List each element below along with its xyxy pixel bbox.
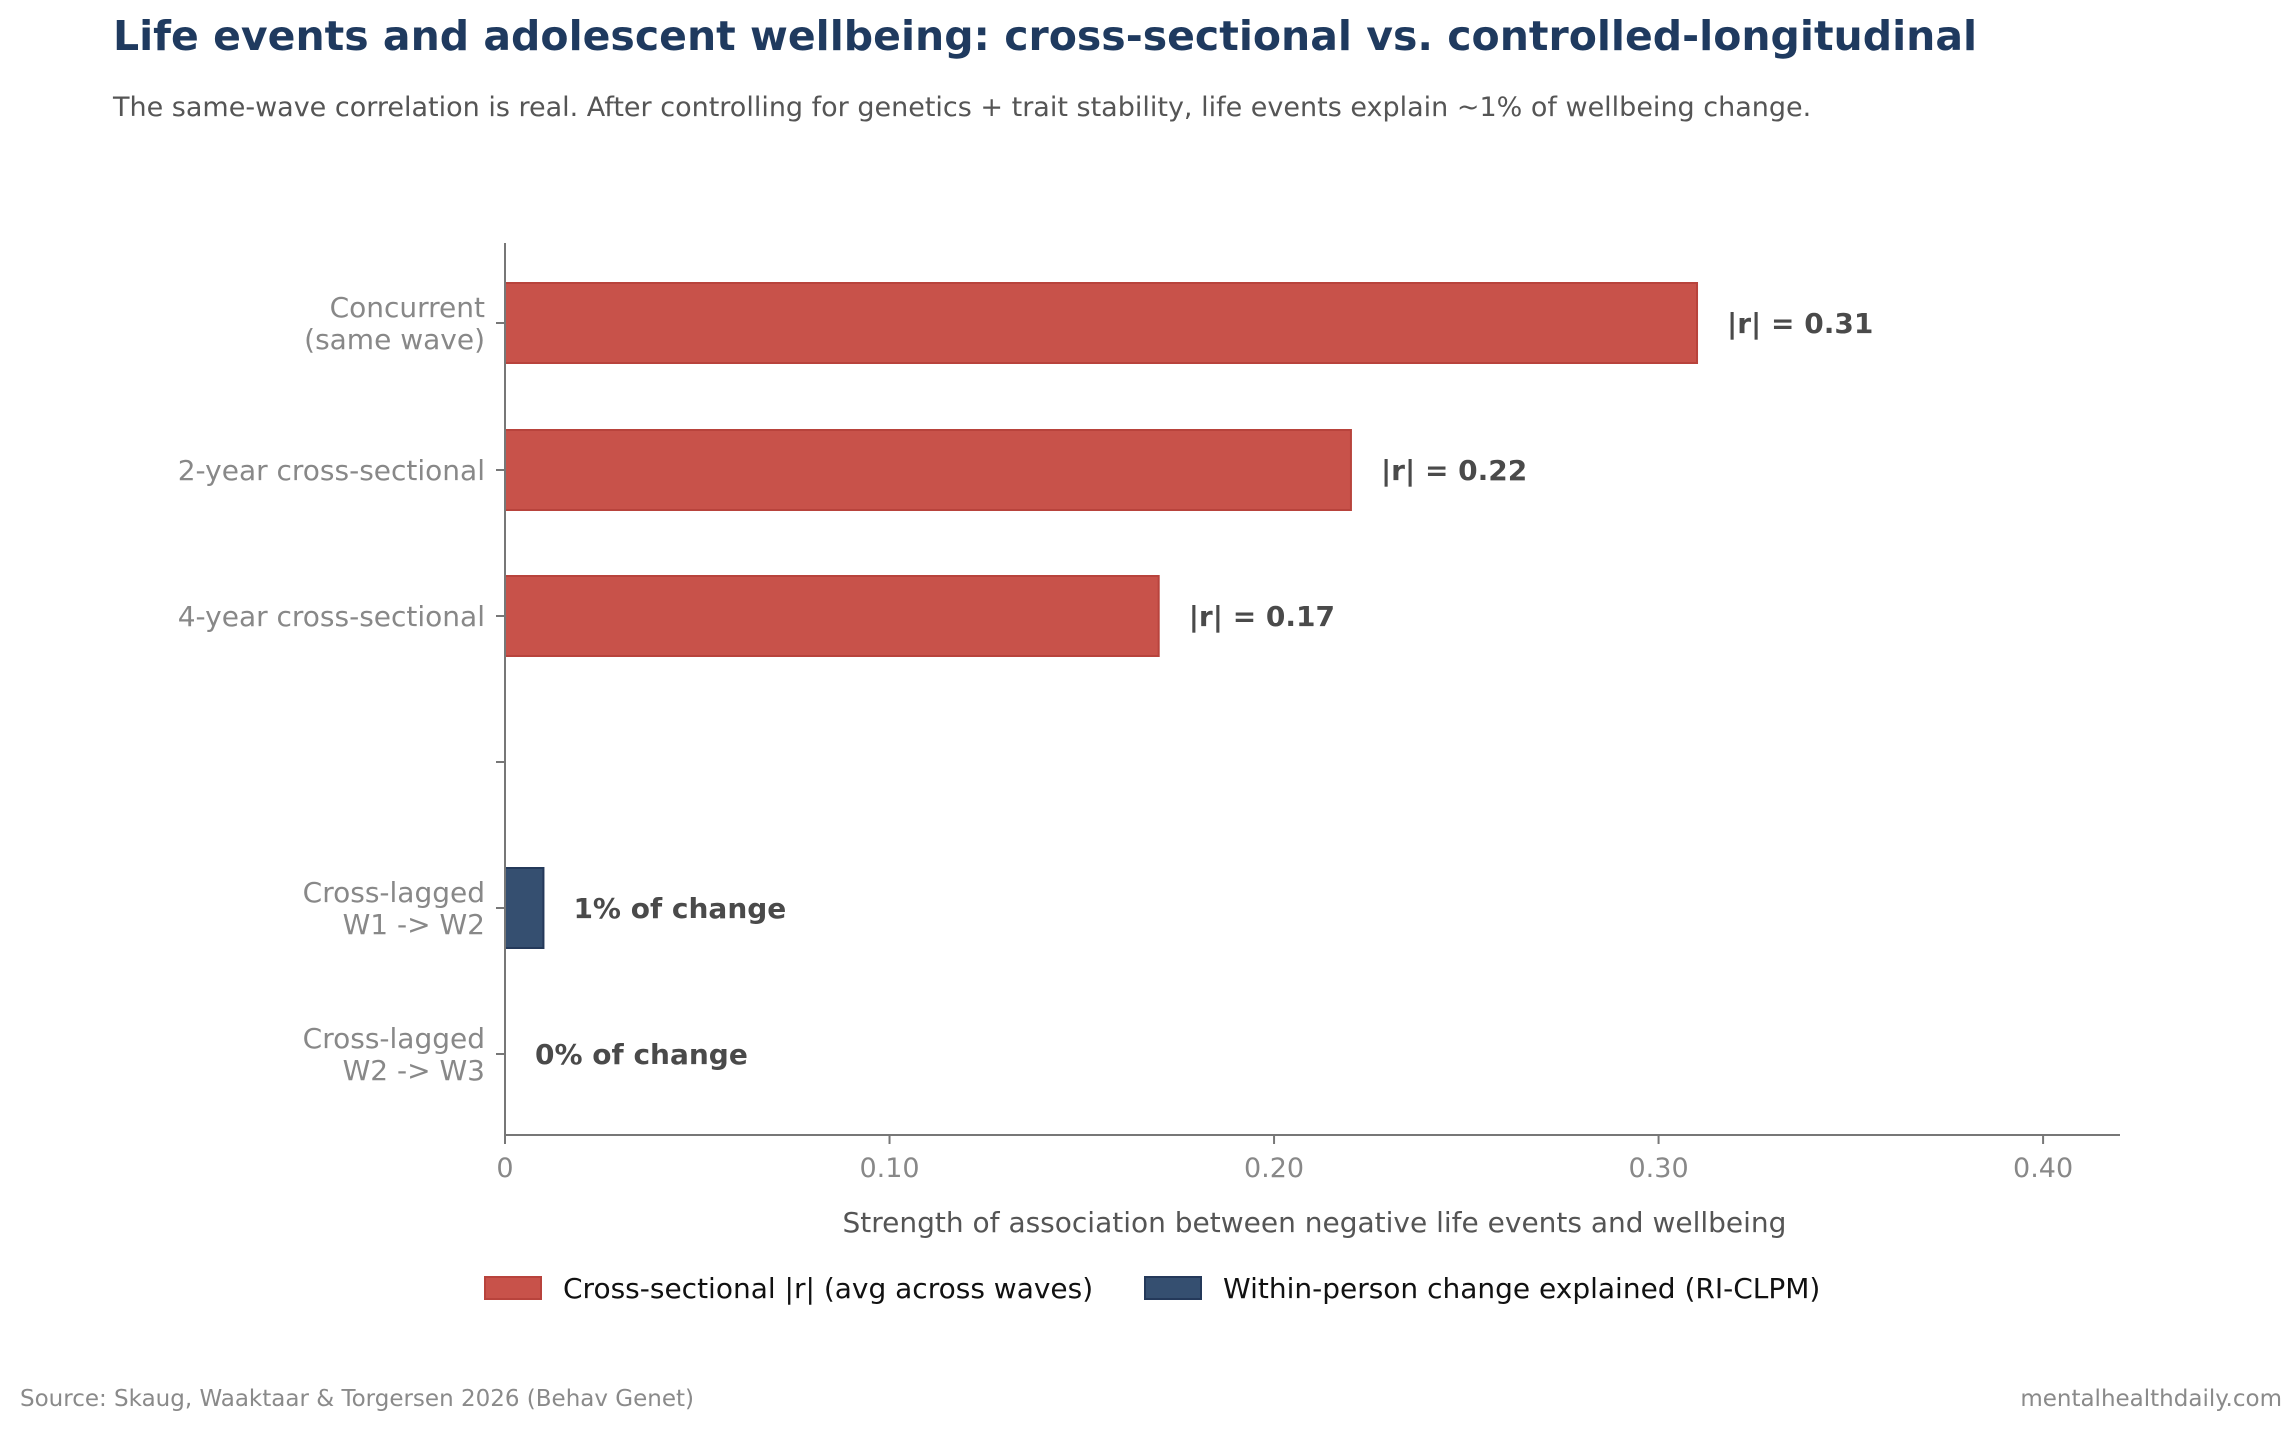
y-tick-label-line: Cross-lagged [303,1022,485,1055]
value-label-5: 0% of change [535,1038,748,1071]
legend: Cross-sectional |r| (avg across waves) Wi… [484,1272,1820,1305]
bar-cross-sectional-2 [504,575,1160,657]
legend-item-cross-sectional: Cross-sectional |r| (avg across waves) [484,1272,1093,1305]
value-labels-layer: |r| = 0.31 |r| = 0.22 |r| = 0.17 1% of chan… [535,307,1873,1071]
value-label-4: 1% of change [573,892,786,925]
bars-layer [504,282,1699,949]
value-label-0: |r| = 0.31 [1727,307,1873,340]
y-tick-label-4: Cross-lagged W1 -> W2 [303,876,485,941]
chart-subtitle: The same-wave correlation is real. After… [113,92,1812,123]
x-tick-label-2: 0.20 [1244,1153,1304,1184]
legend-label: Cross-sectional |r| (avg across waves) [563,1272,1093,1305]
y-tick-label-line: W2 -> W3 [343,1054,485,1087]
x-tick-label-0: 0 [496,1153,513,1184]
legend-swatch [1144,1276,1202,1300]
bar-cross-sectional-1 [504,429,1352,511]
legend-item-within-person: Within-person change explained (RI-CLPM) [1144,1272,1820,1305]
value-label-1: |r| = 0.22 [1381,454,1527,487]
bar-cross-sectional-0 [504,282,1699,364]
y-tick-label-line: (same wave) [304,323,485,356]
legend-swatch [484,1276,542,1300]
x-tick-label-4: 0.40 [2013,1153,2073,1184]
y-tick-label-line: Concurrent [330,291,485,324]
y-tick-label-line: 2-year cross-sectional [178,454,485,487]
y-tick-label-5: Cross-lagged W2 -> W3 [303,1022,485,1087]
y-tick-label-0: Concurrent (same wave) [304,291,485,356]
y-tick-label-line: W1 -> W2 [343,908,485,941]
y-tick-label-2: 4-year cross-sectional [178,600,485,633]
legend-label: Within-person change explained (RI-CLPM) [1223,1272,1820,1305]
bar-within-person-4 [504,867,545,949]
y-tick-label-line: Cross-lagged [303,876,485,909]
source-note: Source: Skaug, Waaktaar & Torgersen 2026… [20,1386,694,1412]
chart-title: Life events and adolescent wellbeing: cr… [113,12,1978,60]
x-tick-label-3: 0.30 [1629,1153,1689,1184]
y-tick-label-1: 2-year cross-sectional [178,454,485,487]
x-axis-label: Strength of association between negative… [843,1206,1787,1239]
axes-layer: Concurrent (same wave) 2-year cross-sectio… [178,243,2120,1239]
x-tick-label-1: 0.10 [859,1153,919,1184]
brand-credit: mentalhealthdaily.com [2020,1386,2282,1412]
y-tick-label-line: 4-year cross-sectional [178,600,485,633]
value-label-2: |r| = 0.17 [1189,600,1335,633]
